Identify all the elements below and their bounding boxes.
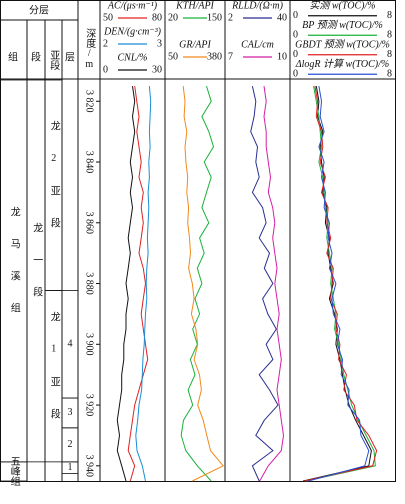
depth-tick-label: 3 860	[84, 212, 95, 235]
scale-max: 380	[207, 51, 222, 62]
scale-min: 50	[103, 12, 113, 23]
stratum-label: 龙马溪组	[8, 206, 20, 335]
member-header: 段	[31, 50, 41, 63]
stratum-label: 3	[68, 407, 73, 418]
scale-min: 50	[168, 51, 178, 62]
scale-max: 80	[152, 12, 162, 23]
depth-tick-label: 3 920	[84, 394, 95, 417]
stratum-label: 龙2亚段	[48, 120, 60, 250]
strata-header: 分层	[29, 4, 49, 16]
scale-max: 10	[277, 51, 287, 62]
legend-label: 实测 w(TOC)/%	[309, 0, 375, 11]
stratum-label: 2	[68, 439, 73, 450]
stratum-label: 龙1亚段	[48, 310, 60, 440]
log-curve	[308, 86, 370, 482]
scale-max: 8	[387, 69, 392, 80]
scale-min: 7	[228, 51, 233, 62]
log-curve	[127, 86, 149, 482]
scale-min: 2	[228, 12, 233, 23]
legend-label: CAL/cm	[241, 39, 274, 50]
submember-header: 亚段	[48, 50, 60, 71]
legend-label: BP 预测 w(TOC)/%	[302, 19, 383, 31]
scale-max: 40	[277, 12, 287, 23]
legend-label: AC/(μs·m⁻¹)	[107, 0, 158, 11]
legend-label: GR/API	[179, 39, 211, 50]
log-curve	[116, 86, 136, 482]
scale-max: 8	[387, 30, 392, 41]
stratum-label: 五峰组	[8, 456, 20, 486]
layer-header: 层	[65, 51, 75, 63]
depth-tick-label: 3 880	[84, 272, 95, 295]
scale-max: 3	[157, 38, 162, 49]
scale-min: 2	[103, 38, 108, 49]
stratum-label: 龙一段	[31, 222, 43, 319]
log-curve	[135, 86, 152, 482]
scale-max: 150	[207, 12, 222, 23]
scale-min: 0	[293, 49, 298, 60]
legend-label: CNL/%	[117, 52, 147, 63]
stratum-label: 1	[68, 462, 73, 473]
log-curve	[182, 86, 224, 482]
formation-header: 组	[8, 50, 18, 63]
depth-tick-label: 3 900	[84, 333, 95, 356]
stratum-cell	[61, 461, 79, 474]
scale-max: 30	[152, 64, 162, 75]
scale-max: 8	[387, 49, 392, 60]
stratum-cell	[0, 461, 28, 482]
log-curve	[180, 85, 215, 482]
log-curve	[305, 86, 376, 482]
log-curve	[304, 86, 378, 482]
depth-header: 深度/m	[84, 28, 96, 70]
legend-label: RLLD/(Ω·m)	[231, 0, 284, 11]
depth-tick-label: 3 940	[84, 455, 95, 478]
log-curve	[259, 86, 285, 482]
log-curve	[250, 85, 279, 482]
scale-min: 0	[293, 69, 298, 80]
scale-min: 20	[168, 12, 178, 23]
depth-tick-label: 3 840	[84, 151, 95, 174]
legend-label: DEN/(g·cm⁻³)	[103, 26, 162, 37]
scale-min: 0	[103, 64, 108, 75]
scale-min: 0	[293, 10, 298, 21]
legend-label: ΔlogR 计算 w(TOC)/%	[295, 58, 389, 70]
scale-max: 8	[387, 10, 392, 21]
legend-label: KTH/API	[175, 0, 214, 11]
log-curve	[302, 86, 372, 482]
depth-tick-label: 3 820	[84, 90, 95, 113]
stratum-label: 4	[68, 339, 73, 350]
scale-min: 0	[293, 30, 298, 41]
frame	[0, 0, 396, 482]
legend-label: GBDT 预测 w(TOC)/%	[295, 38, 390, 50]
